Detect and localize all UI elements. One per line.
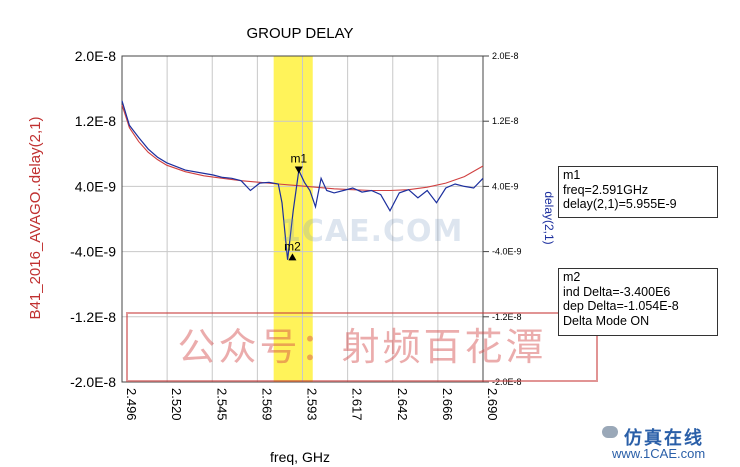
y-tick-label-left: -1.2E-8 (70, 309, 116, 325)
x-tick-label: 2.642 (395, 388, 410, 421)
y-tick-label-right: 1.2E-8 (492, 116, 519, 126)
y-tick-label-left: -2.0E-8 (70, 374, 116, 390)
center-watermark: 1CAE.COM (280, 214, 464, 249)
highlight-band (273, 56, 313, 382)
x-tick-label: 2.617 (350, 388, 365, 421)
chart-title: GROUP DELAY (247, 25, 354, 42)
plot-frame (121, 55, 484, 383)
y-tick-label-left: -4.0E-9 (70, 244, 116, 260)
corner-url: www.1CAE.com (612, 446, 706, 461)
y-tick-label-left: 2.0E-8 (75, 48, 116, 64)
x-tick-label: 2.496 (124, 388, 139, 421)
marker-m2-title: m2 (563, 270, 581, 284)
x-tick-label: 2.520 (169, 388, 184, 421)
x-tick-label: 2.690 (485, 388, 500, 421)
marker-m1-triangle (294, 166, 303, 174)
marker-m1-readout: m1 freq=2.591GHz delay(2,1)=5.955E-9 (558, 166, 718, 218)
marker-m2-dep-delta: dep Delta=-1.054E-8 (563, 299, 679, 313)
corner-brand: 仿真在线 (624, 428, 704, 449)
marker-m2-label: m2 (284, 239, 301, 253)
marker-m1-delay: delay(2,1)=5.955E-9 (563, 197, 677, 211)
marker-m2-readout: m2 ind Delta=-3.400E6 dep Delta=-1.054E-… (558, 268, 718, 336)
y-axis-label-right: delay(2,1) (542, 191, 556, 244)
y-tick-label-left: 4.0E-9 (75, 178, 116, 194)
corner-logo: 仿真在线 www.1CAE.com (602, 424, 732, 464)
y-tick-label-left: 1.2E-8 (75, 113, 116, 129)
x-tick-label: 2.545 (214, 388, 229, 421)
x-tick-label: 2.593 (305, 388, 320, 421)
y-tick-label-right: -1.2E-8 (492, 312, 522, 322)
chat-bubble-icon (602, 426, 618, 438)
marker-m1-label: m1 (290, 151, 307, 165)
x-axis-label: freq, GHz (270, 449, 330, 465)
banner-watermark: 公众号：射频百花潭 (126, 312, 598, 382)
x-tick-label: 2.569 (259, 388, 274, 421)
y-axis-label-left: B41_2016_AVAGO..delay(2,1) (27, 117, 44, 320)
marker-m2-delta-mode: Delta Mode ON (563, 313, 650, 328)
marker-m2-ind-delta: ind Delta=-3.400E6 (563, 284, 671, 299)
marker-m2-triangle (288, 253, 297, 261)
series-line-delay (121, 100, 484, 260)
y-tick-label-right: 4.0E-9 (492, 181, 519, 191)
x-tick-label: 2.666 (440, 388, 455, 421)
y-tick-label-right: -2.0E-8 (492, 377, 522, 387)
marker-m1-freq: freq=2.591GHz (563, 182, 649, 197)
y-tick-label-right: 2.0E-8 (492, 51, 519, 61)
marker-m1-title: m1 (563, 168, 581, 182)
y-tick-label-right: -4.0E-9 (492, 247, 522, 257)
